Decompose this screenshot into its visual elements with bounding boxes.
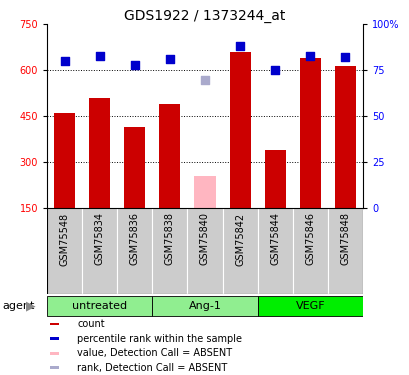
Bar xyxy=(50,323,58,326)
Text: GSM75842: GSM75842 xyxy=(234,212,245,266)
Bar xyxy=(334,66,355,208)
Text: GSM75834: GSM75834 xyxy=(94,212,105,266)
Text: GSM75548: GSM75548 xyxy=(60,212,70,266)
Text: GSM75840: GSM75840 xyxy=(200,212,209,266)
Bar xyxy=(152,208,187,294)
Bar xyxy=(292,208,327,294)
Bar xyxy=(117,208,152,294)
Text: Ang-1: Ang-1 xyxy=(188,301,221,310)
Bar xyxy=(299,58,320,208)
Bar xyxy=(194,176,215,208)
Point xyxy=(131,62,138,68)
Bar xyxy=(82,208,117,294)
Text: untreated: untreated xyxy=(72,301,127,310)
Point xyxy=(96,53,103,58)
Bar xyxy=(264,150,285,208)
Text: GSM75846: GSM75846 xyxy=(304,212,315,266)
Bar xyxy=(229,52,250,208)
Bar xyxy=(47,296,152,316)
Bar xyxy=(222,208,257,294)
Bar xyxy=(187,208,222,294)
Text: rank, Detection Call = ABSENT: rank, Detection Call = ABSENT xyxy=(77,363,227,373)
Text: GSM75836: GSM75836 xyxy=(130,212,139,266)
Bar xyxy=(257,208,292,294)
Text: agent: agent xyxy=(2,301,34,310)
Point xyxy=(61,58,68,64)
Text: GSM75838: GSM75838 xyxy=(164,212,175,266)
Bar xyxy=(50,352,58,354)
Bar xyxy=(327,208,362,294)
Point xyxy=(236,44,243,50)
Text: VEGF: VEGF xyxy=(295,301,324,310)
Bar xyxy=(124,127,145,208)
Text: count: count xyxy=(77,319,105,329)
Point xyxy=(201,76,208,82)
Text: GSM75844: GSM75844 xyxy=(270,212,279,266)
Bar xyxy=(159,104,180,208)
Bar xyxy=(89,98,110,208)
Bar xyxy=(50,366,58,369)
Bar xyxy=(47,208,82,294)
Point xyxy=(341,54,348,60)
Bar xyxy=(50,338,58,340)
Text: percentile rank within the sample: percentile rank within the sample xyxy=(77,334,242,344)
Bar xyxy=(152,296,257,316)
Text: GSM75848: GSM75848 xyxy=(339,212,349,266)
Point xyxy=(306,53,313,58)
Text: value, Detection Call = ABSENT: value, Detection Call = ABSENT xyxy=(77,348,232,358)
Title: GDS1922 / 1373244_at: GDS1922 / 1373244_at xyxy=(124,9,285,23)
Point xyxy=(166,56,173,62)
Bar xyxy=(54,113,75,208)
Text: ▶: ▶ xyxy=(26,299,35,312)
Bar xyxy=(257,296,362,316)
Point xyxy=(271,68,278,74)
